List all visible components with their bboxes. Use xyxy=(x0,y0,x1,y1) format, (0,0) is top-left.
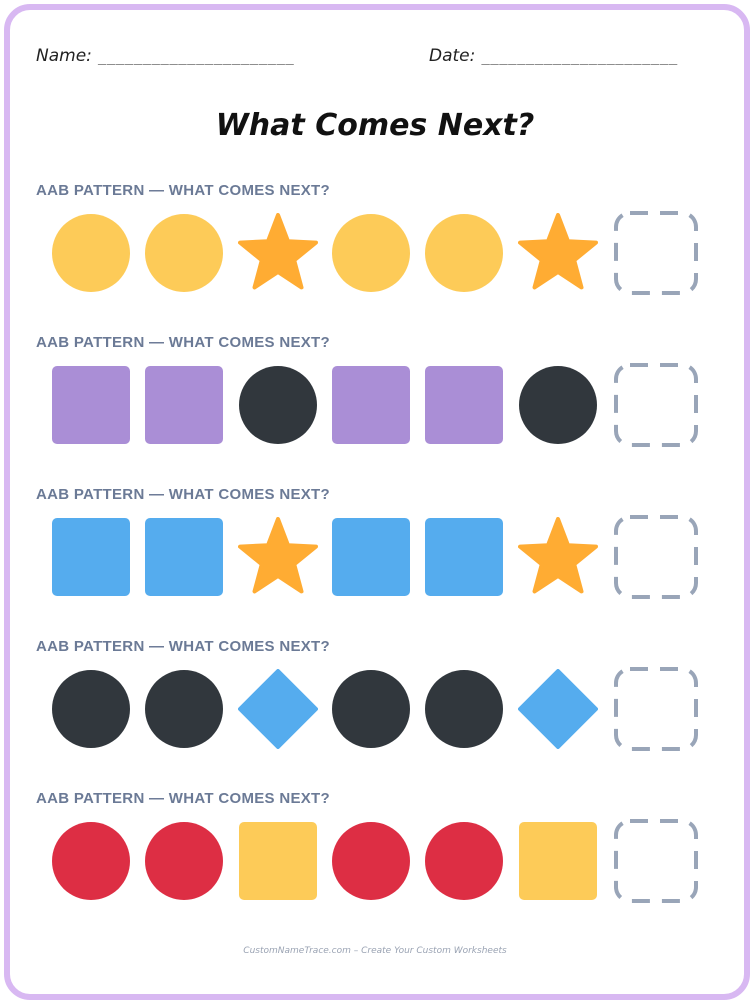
black-circle-shape xyxy=(424,669,504,749)
red-circle-shape xyxy=(51,821,131,901)
purple-square-shape xyxy=(51,365,131,445)
purple-square-shape xyxy=(144,365,224,445)
black-circle-shape xyxy=(238,365,318,445)
answer-box[interactable] xyxy=(612,209,700,297)
black-circle-shape xyxy=(51,669,131,749)
answer-box[interactable] xyxy=(612,361,700,449)
pattern-label: AAB PATTERN — WHAT COMES NEXT? xyxy=(36,486,330,503)
pattern-label: AAB PATTERN — WHAT COMES NEXT? xyxy=(36,182,330,199)
red-circle-shape xyxy=(331,821,411,901)
name-field: Name: ______________________ xyxy=(36,46,294,66)
black-circle-shape xyxy=(331,669,411,749)
answer-box[interactable] xyxy=(612,817,700,905)
pattern-row xyxy=(0,819,750,911)
answer-box[interactable] xyxy=(612,665,700,753)
black-circle-shape xyxy=(518,365,598,445)
orange-star-shape xyxy=(238,517,318,597)
blue-square-shape xyxy=(331,517,411,597)
yellow-square-shape xyxy=(518,821,598,901)
pattern-label: AAB PATTERN — WHAT COMES NEXT? xyxy=(36,638,330,655)
date-line: ______________________ xyxy=(481,49,678,65)
purple-square-shape xyxy=(331,365,411,445)
yellow-circle-shape xyxy=(144,213,224,293)
blue-diamond-shape xyxy=(518,669,598,749)
pattern-row xyxy=(0,667,750,759)
page-title: What Comes Next? xyxy=(215,108,535,143)
yellow-circle-shape xyxy=(331,213,411,293)
orange-star-shape xyxy=(518,517,598,597)
blue-square-shape xyxy=(144,517,224,597)
blue-diamond-shape xyxy=(238,669,318,749)
blue-square-shape xyxy=(51,517,131,597)
pattern-label: AAB PATTERN — WHAT COMES NEXT? xyxy=(36,334,330,351)
name-line: ______________________ xyxy=(97,49,295,65)
date-field: Date: ______________________ xyxy=(429,46,678,66)
pattern-row xyxy=(0,211,750,303)
yellow-circle-shape xyxy=(51,213,131,293)
red-circle-shape xyxy=(424,821,504,901)
pattern-row xyxy=(0,515,750,607)
pattern-label: AAB PATTERN — WHAT COMES NEXT? xyxy=(36,790,330,807)
red-circle-shape xyxy=(144,821,224,901)
name-label: Name: xyxy=(36,46,92,66)
yellow-square-shape xyxy=(238,821,318,901)
date-label: Date: xyxy=(429,46,476,66)
blue-square-shape xyxy=(424,517,504,597)
purple-square-shape xyxy=(424,365,504,445)
answer-box[interactable] xyxy=(612,513,700,601)
footer-credit: CustomNameTrace.com – Create Your Custom… xyxy=(243,946,507,956)
worksheet-header: Name: ______________________ Date: _______… xyxy=(36,46,716,76)
pattern-row xyxy=(0,363,750,455)
orange-star-shape xyxy=(238,213,318,293)
yellow-circle-shape xyxy=(424,213,504,293)
black-circle-shape xyxy=(144,669,224,749)
orange-star-shape xyxy=(518,213,598,293)
